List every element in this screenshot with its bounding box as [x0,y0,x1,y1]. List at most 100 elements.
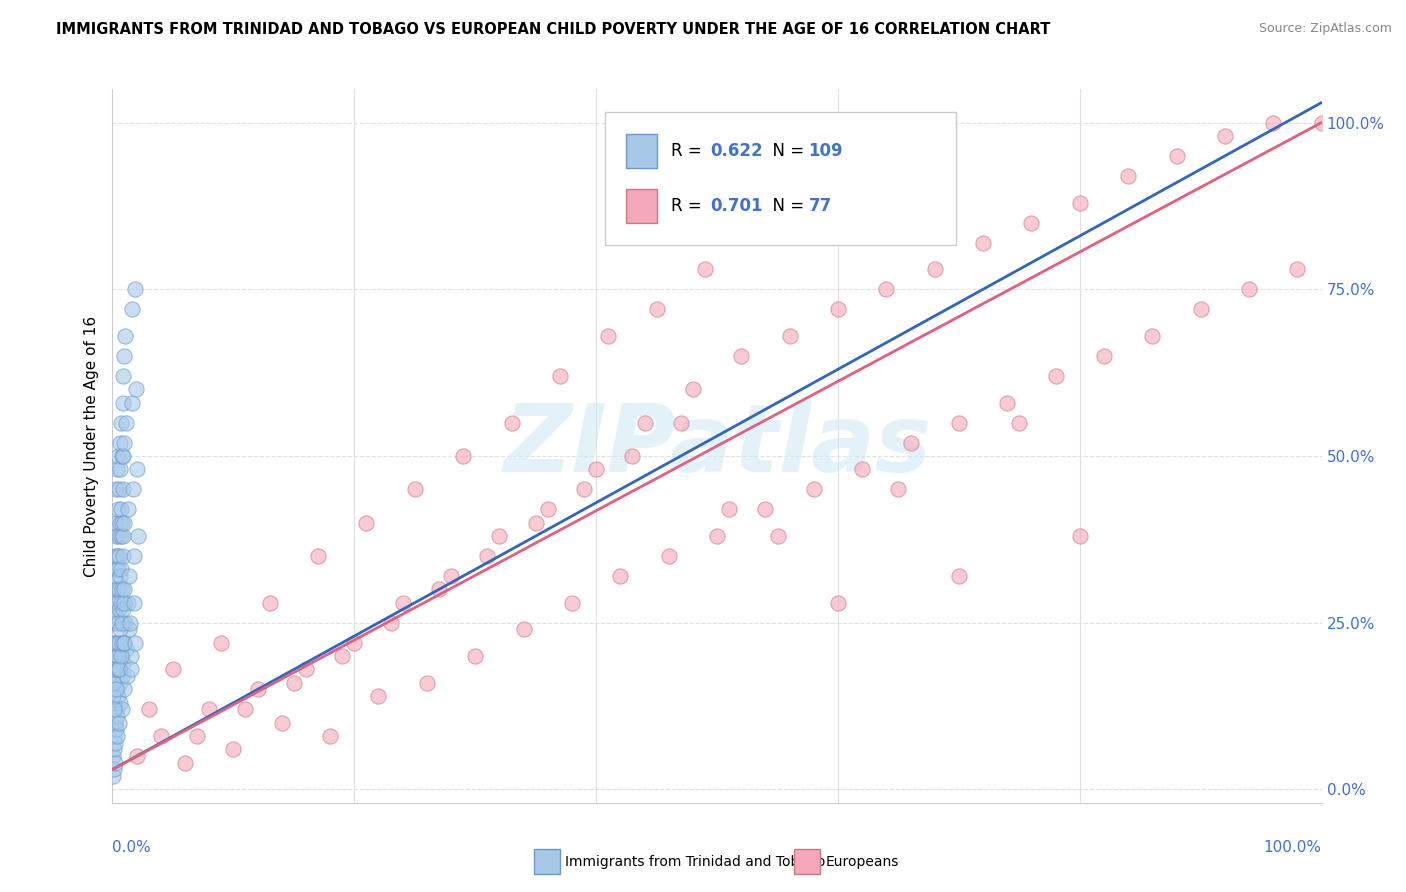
Point [803,483,825,497]
Point [127,529,149,543]
Point [105,709,128,723]
Point [598,329,620,343]
Point [122,549,145,563]
Point [103,675,125,690]
Point [900,435,922,450]
Point [105,582,128,597]
Point [706,529,728,543]
Point [107,662,129,676]
Point [105,529,128,543]
Point [451,449,474,463]
Point [307,549,329,563]
Point [107,689,129,703]
Point [107,562,129,576]
Point [122,596,145,610]
Point [110,669,132,683]
Point [851,462,873,476]
Point [645,302,668,317]
Point [209,636,232,650]
Point [477,549,499,563]
Point [103,763,125,777]
Point [609,569,631,583]
Point [103,596,125,610]
Point [111,516,134,530]
Text: N =: N = [762,142,810,160]
Point [101,689,124,703]
Point [572,483,595,497]
Point [270,715,292,730]
Point [103,729,125,743]
Point [1045,368,1067,383]
Point [103,702,125,716]
Point [120,662,142,676]
Point [108,483,131,497]
Point [1116,169,1139,183]
Point [259,596,281,610]
Point [103,636,125,650]
Point [548,368,571,383]
Text: R =: R = [671,142,707,160]
Point [108,549,131,563]
Point [111,602,134,616]
Point [114,329,136,343]
Point [112,529,135,543]
Point [108,662,131,676]
Point [948,416,970,430]
Point [404,483,426,497]
Point [440,569,463,583]
Point [101,662,124,676]
Point [162,662,184,676]
Point [104,562,127,576]
Point [149,729,172,743]
Point [110,649,132,664]
Point [283,675,305,690]
Text: Immigrants from Trinidad and Tobago: Immigrants from Trinidad and Tobago [565,855,825,869]
Point [1166,149,1188,163]
Point [924,262,946,277]
Point [107,662,129,676]
Point [104,569,127,583]
Text: 0.0%: 0.0% [112,840,152,855]
Point [524,516,547,530]
Point [111,582,134,597]
Point [112,368,135,383]
Point [103,742,125,756]
Point [501,416,523,430]
Point [103,549,125,563]
Point [585,462,607,476]
Point [104,602,127,616]
Point [827,302,849,317]
Point [108,636,131,650]
Point [427,582,450,597]
Point [103,749,125,764]
Point [104,702,127,716]
Point [124,282,146,296]
Point [104,662,127,676]
Point [103,582,125,597]
Point [561,596,583,610]
Point [730,349,752,363]
Text: Source: ZipAtlas.com: Source: ZipAtlas.com [1258,22,1392,36]
Point [103,649,125,664]
Point [114,642,136,657]
Point [104,715,127,730]
Point [658,549,681,563]
Point [111,636,134,650]
Text: 77: 77 [808,197,832,215]
Point [107,449,129,463]
Point [105,682,128,697]
Point [111,702,134,716]
Point [111,395,134,409]
Point [110,649,132,664]
Point [827,596,849,610]
Point [416,675,439,690]
Point [120,649,142,664]
Point [246,682,269,697]
Point [1189,302,1212,317]
Point [367,689,389,703]
Point [875,282,897,296]
Point [112,435,135,450]
Point [108,569,131,583]
Point [330,649,353,664]
Point [669,416,692,430]
